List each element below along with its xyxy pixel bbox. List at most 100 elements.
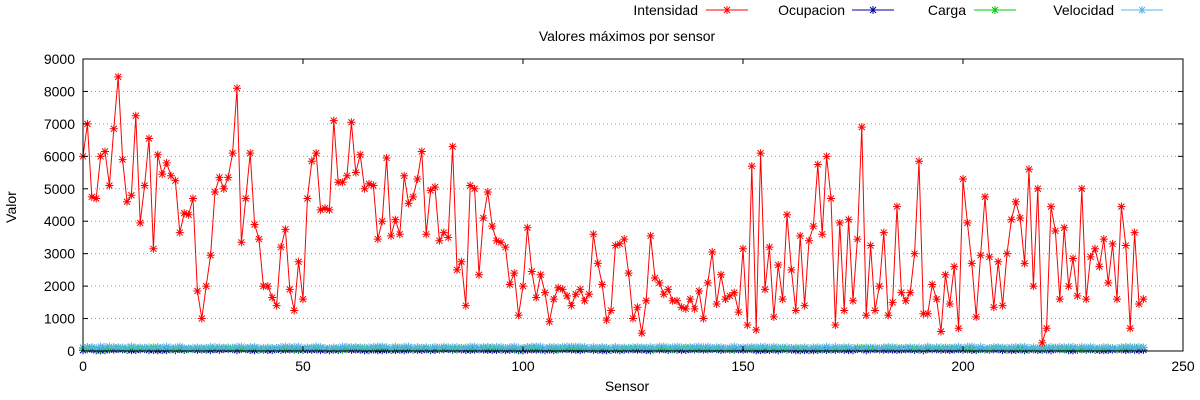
- data-point: [756, 342, 765, 351]
- data-point: [1099, 235, 1108, 244]
- data-point: [668, 343, 677, 352]
- data-point: [461, 343, 470, 352]
- data-point: [813, 160, 822, 169]
- data-point: [642, 343, 651, 352]
- data-point: [655, 342, 664, 351]
- data-point: [250, 220, 259, 229]
- data-point: [681, 344, 690, 353]
- data-point: [774, 343, 783, 352]
- data-point: [272, 344, 281, 353]
- data-point: [673, 342, 681, 351]
- data-point: [272, 301, 281, 310]
- data-point: [1139, 295, 1148, 304]
- data-point: [523, 223, 532, 232]
- data-point: [769, 342, 778, 351]
- data-point: [206, 342, 215, 351]
- data-point: [620, 343, 629, 352]
- data-point: [131, 111, 140, 120]
- data-point: [800, 343, 809, 352]
- legend: Intensidad Ocupacion Carga Velocidad: [633, 2, 1163, 18]
- data-point: [673, 296, 681, 305]
- data-point: [1038, 343, 1047, 352]
- data-point: [307, 157, 316, 166]
- data-point: [369, 181, 378, 190]
- data-point: [294, 257, 303, 266]
- data-point: [211, 188, 219, 197]
- data-point: [598, 280, 607, 289]
- data-point: [796, 343, 805, 352]
- data-point: [1016, 342, 1025, 351]
- data-point: [395, 344, 404, 353]
- data-point: [391, 342, 400, 351]
- data-point: [981, 343, 989, 352]
- data-point: [224, 173, 233, 182]
- data-point: [857, 344, 866, 353]
- data-point: [1135, 342, 1143, 351]
- data-point: [153, 342, 162, 351]
- data-point: [611, 342, 620, 351]
- data-point: [378, 342, 387, 351]
- data-point: [167, 343, 175, 352]
- data-point: [140, 181, 149, 190]
- data-point: [532, 293, 541, 302]
- axis-ticks: 0 1000 2000 3000 4000 5000 6000 7000 8000 9000 0 50…: [44, 51, 1195, 374]
- data-point: [1130, 344, 1139, 353]
- data-point: [149, 344, 158, 353]
- data-point: [1011, 197, 1020, 206]
- data-point: [422, 230, 431, 239]
- data-point: [844, 343, 853, 352]
- data-point: [145, 343, 153, 352]
- data-point: [827, 344, 835, 353]
- data-point: [831, 342, 840, 351]
- data-point: [457, 257, 466, 266]
- data-point: [659, 342, 668, 351]
- data-point: [1003, 343, 1011, 352]
- data-point: [1099, 342, 1108, 351]
- data-point: [343, 342, 351, 351]
- data-point: [796, 231, 805, 240]
- data-point: [285, 343, 294, 352]
- data-point: [492, 236, 501, 245]
- data-point: [668, 296, 677, 305]
- data-point: [1091, 244, 1099, 253]
- data-point: [598, 343, 607, 352]
- data-point: [576, 285, 585, 294]
- data-point: [101, 147, 109, 156]
- data-point: [620, 235, 629, 244]
- data-point: [703, 278, 712, 287]
- data-point: [1095, 344, 1104, 353]
- data-point: [721, 295, 730, 304]
- data-point: [1121, 241, 1130, 250]
- data-point: [325, 344, 334, 353]
- data-point: [527, 267, 536, 276]
- data-point: [580, 342, 589, 351]
- data-point: [105, 342, 114, 351]
- data-point: [945, 299, 954, 308]
- data-point: [725, 343, 734, 352]
- data-point: [651, 343, 659, 352]
- data-point: [967, 259, 976, 268]
- data-point: [321, 343, 329, 352]
- data-point: [312, 149, 321, 158]
- data-point: [655, 278, 664, 287]
- data-point: [184, 344, 193, 353]
- data-point: [1077, 184, 1086, 193]
- data-point: [431, 342, 439, 351]
- data-point: [303, 194, 312, 203]
- data-point: [158, 344, 167, 353]
- chart-title: Valores máximos por sensor: [539, 28, 716, 44]
- data-point: [378, 217, 387, 226]
- data-point: [959, 175, 967, 184]
- data-point: [1077, 342, 1086, 351]
- data-point: [202, 344, 211, 352]
- data-point: [259, 343, 268, 352]
- data-point: [514, 311, 523, 320]
- data-point: [963, 342, 972, 351]
- data-point: [118, 344, 127, 353]
- data-point: [479, 213, 488, 222]
- grid-lines: [83, 90, 1183, 320]
- data-point: [835, 343, 844, 352]
- data-point: [589, 230, 598, 239]
- data-point: [875, 344, 884, 353]
- data-point: [1086, 342, 1095, 351]
